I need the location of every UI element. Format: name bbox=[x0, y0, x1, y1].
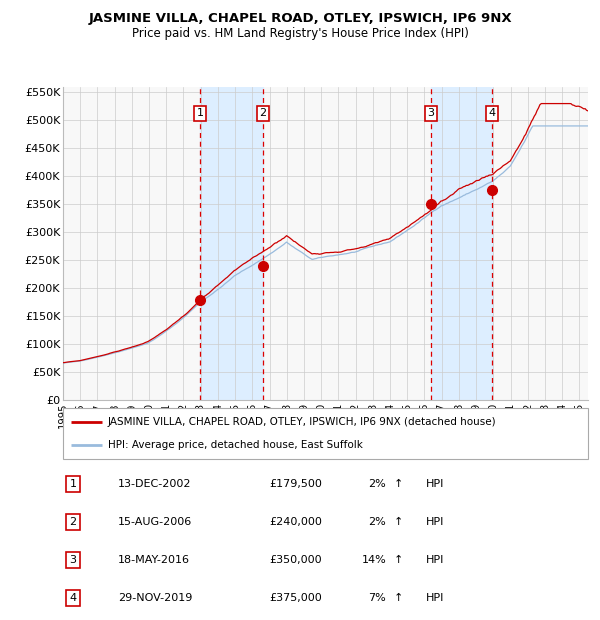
Text: 4: 4 bbox=[488, 108, 496, 118]
Text: HPI: HPI bbox=[426, 517, 445, 527]
Text: 1: 1 bbox=[196, 108, 203, 118]
Bar bbox=[431, 87, 492, 400]
Text: HPI: Average price, detached house, East Suffolk: HPI: Average price, detached house, East… bbox=[107, 440, 362, 450]
Text: 4: 4 bbox=[70, 593, 76, 603]
Text: JASMINE VILLA, CHAPEL ROAD, OTLEY, IPSWICH, IP6 9NX: JASMINE VILLA, CHAPEL ROAD, OTLEY, IPSWI… bbox=[88, 12, 512, 25]
Bar bbox=[200, 87, 263, 400]
Text: 15-AUG-2006: 15-AUG-2006 bbox=[118, 517, 193, 527]
Text: ↑: ↑ bbox=[394, 555, 404, 565]
FancyBboxPatch shape bbox=[63, 408, 588, 459]
Text: HPI: HPI bbox=[426, 555, 445, 565]
Text: Price paid vs. HM Land Registry's House Price Index (HPI): Price paid vs. HM Land Registry's House … bbox=[131, 27, 469, 40]
Text: 7%: 7% bbox=[368, 593, 386, 603]
Text: 3: 3 bbox=[428, 108, 434, 118]
Text: 2%: 2% bbox=[368, 517, 386, 527]
Text: HPI: HPI bbox=[426, 593, 445, 603]
Text: 2%: 2% bbox=[368, 479, 386, 489]
Text: 29-NOV-2019: 29-NOV-2019 bbox=[118, 593, 193, 603]
Text: JASMINE VILLA, CHAPEL ROAD, OTLEY, IPSWICH, IP6 9NX (detached house): JASMINE VILLA, CHAPEL ROAD, OTLEY, IPSWI… bbox=[107, 417, 496, 427]
Text: ↑: ↑ bbox=[394, 593, 404, 603]
Text: 13-DEC-2002: 13-DEC-2002 bbox=[118, 479, 191, 489]
Text: ↑: ↑ bbox=[394, 517, 404, 527]
Text: £375,000: £375,000 bbox=[269, 593, 322, 603]
Text: £240,000: £240,000 bbox=[269, 517, 322, 527]
Text: 1: 1 bbox=[70, 479, 76, 489]
Text: 18-MAY-2016: 18-MAY-2016 bbox=[118, 555, 190, 565]
Text: £179,500: £179,500 bbox=[269, 479, 322, 489]
Text: HPI: HPI bbox=[426, 479, 445, 489]
Text: 14%: 14% bbox=[361, 555, 386, 565]
Text: 2: 2 bbox=[259, 108, 266, 118]
Text: £350,000: £350,000 bbox=[269, 555, 322, 565]
Text: 3: 3 bbox=[70, 555, 76, 565]
Text: 2: 2 bbox=[70, 517, 76, 527]
Text: ↑: ↑ bbox=[394, 479, 404, 489]
